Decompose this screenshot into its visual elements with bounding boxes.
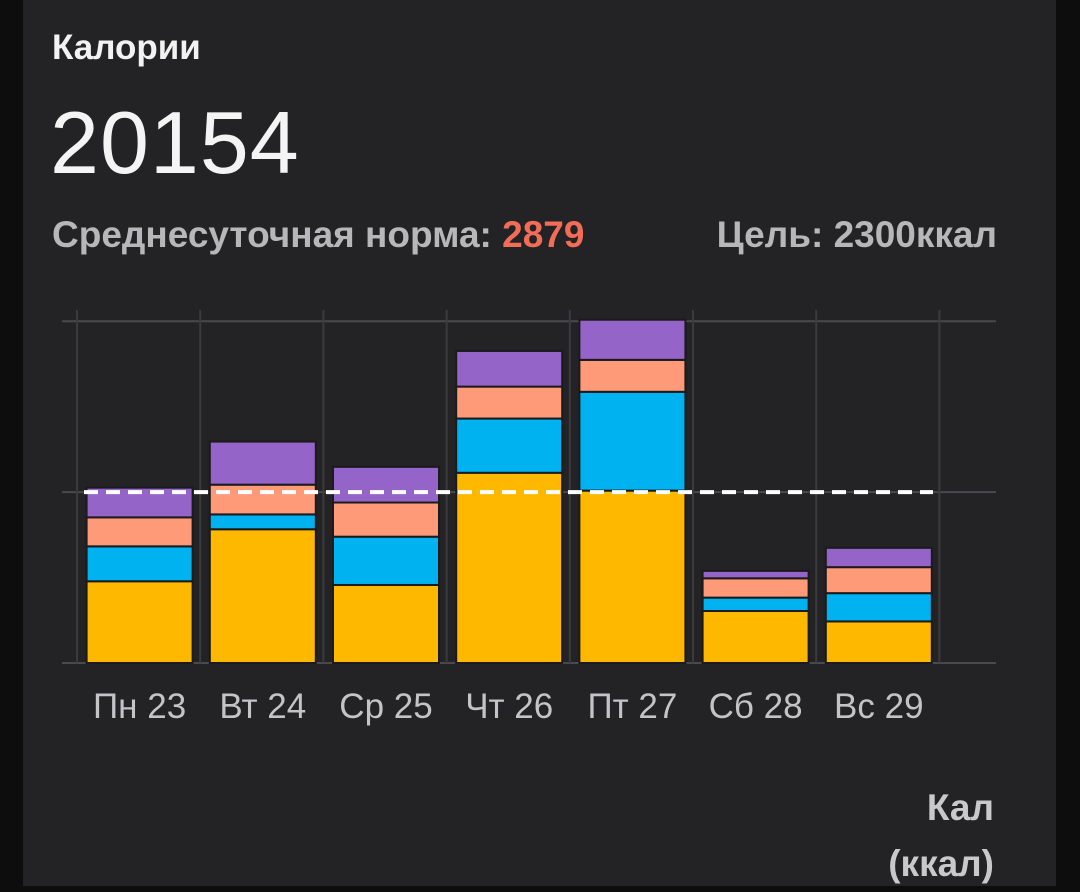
average-label: Среднесуточная норма: bbox=[52, 214, 503, 255]
bar-segment bbox=[208, 528, 317, 665]
bar-segment bbox=[455, 417, 564, 474]
bar-segment bbox=[85, 545, 194, 583]
bar-segment bbox=[208, 483, 317, 516]
bar-segment bbox=[701, 577, 810, 599]
bar-segment bbox=[578, 358, 687, 393]
x-tick-label: Ср 25 bbox=[339, 687, 432, 726]
x-tick-label: Сб 28 bbox=[709, 687, 803, 726]
average-value: 2879 bbox=[502, 214, 585, 255]
bar-segment bbox=[824, 620, 933, 665]
total-calories: 20154 bbox=[50, 93, 300, 192]
bar-segment bbox=[701, 569, 810, 580]
bar-segment bbox=[578, 318, 687, 361]
calories-bar-chart: Пн 23 Вт 24 Ср 25 Чт 26 Пт 27 Сб 28 Вс 29 bbox=[62, 310, 996, 726]
bar-segment bbox=[332, 535, 440, 586]
bar-segment bbox=[578, 390, 687, 492]
bar-segment bbox=[701, 596, 810, 612]
x-tick-label: Чт 26 bbox=[465, 687, 553, 726]
bar-segment bbox=[332, 501, 440, 538]
bar-segment bbox=[332, 465, 440, 504]
bar-segment bbox=[455, 385, 564, 420]
unit-label-line-1: Кал bbox=[926, 787, 994, 828]
x-tick-label: Пт 27 bbox=[587, 687, 677, 726]
bar-segment bbox=[455, 471, 564, 664]
bar-segment bbox=[332, 583, 440, 664]
bar-segment bbox=[578, 489, 687, 664]
card-title: Калории bbox=[52, 28, 201, 67]
bar-segment bbox=[85, 516, 194, 548]
unit-label: Кал (ккал) bbox=[794, 780, 994, 892]
unit-label-line-2: (ккал) bbox=[888, 843, 994, 884]
goal-label: Цель: 2300ккал bbox=[716, 214, 997, 255]
bar-segment bbox=[208, 440, 317, 486]
bar-segment bbox=[85, 580, 194, 665]
bar-segment bbox=[208, 513, 317, 531]
x-tick-label: Вт 24 bbox=[219, 687, 306, 726]
x-tick-label: Вс 29 bbox=[834, 687, 924, 726]
bar-segment bbox=[824, 546, 933, 569]
stats-row: Среднесуточная норма: 2879 Цель: 2300кка… bbox=[52, 214, 997, 262]
average-stat: Среднесуточная норма: 2879 bbox=[52, 214, 584, 256]
bar-segment bbox=[824, 592, 933, 623]
bar-segment bbox=[824, 566, 933, 595]
x-tick-label: Пн 23 bbox=[93, 687, 186, 726]
bar-segment bbox=[455, 349, 564, 388]
bar-segment bbox=[701, 609, 810, 664]
